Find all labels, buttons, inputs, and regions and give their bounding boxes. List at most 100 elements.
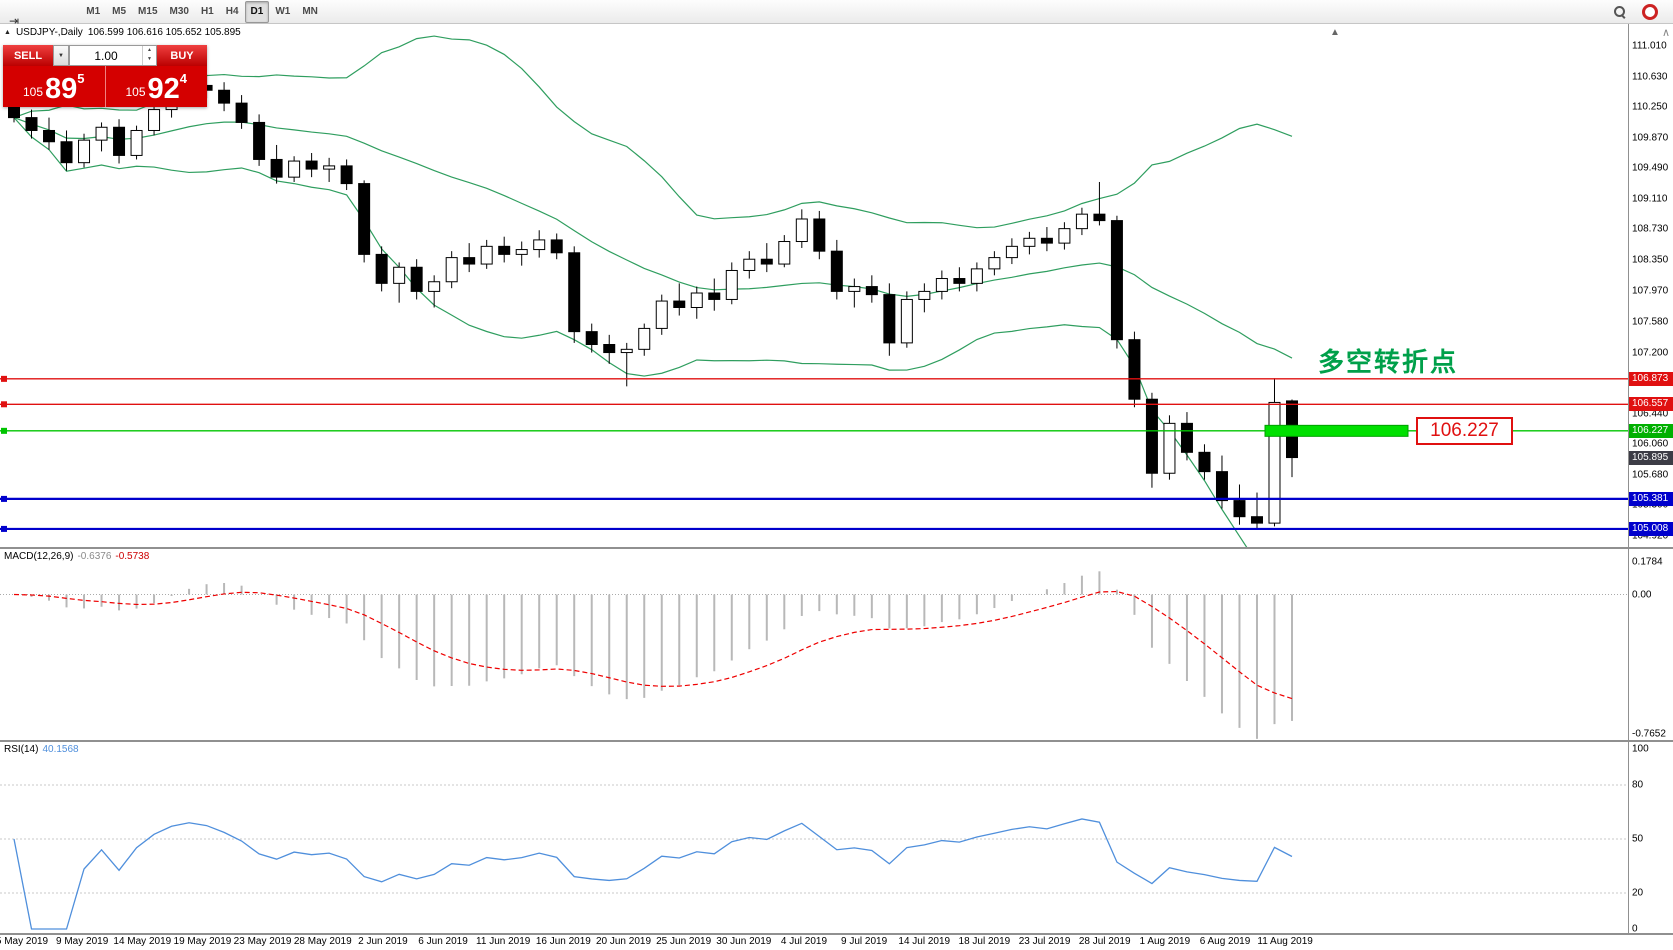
price-tick: 104.920	[1632, 530, 1669, 542]
macd-main-value: -0.6376	[77, 551, 112, 562]
chart-symbol-title: ▲ USDJPY-,Daily 106.599 106.616 105.652 …	[4, 27, 241, 38]
volume-input[interactable]	[70, 46, 142, 65]
macd-pane: MACD(12,26,9) -0.6376 -0.5738	[0, 548, 1628, 741]
level-price-box: 105.381	[1629, 491, 1673, 506]
buy-price-big: 92	[147, 73, 180, 105]
date-label: 18 Jul 2019	[958, 936, 1011, 947]
price-scale[interactable]: ∧ 111.010 110.630 110.250 109.870 109.490 109…	[1628, 24, 1673, 933]
rsi-tick: 0	[1632, 923, 1638, 934]
timeframe-m30-button[interactable]: M30	[169, 6, 189, 17]
toolbar-right-group	[1608, 1, 1669, 23]
level-price-box: 106.557	[1629, 397, 1673, 412]
date-label: 28 May 2019	[293, 936, 352, 947]
level-price-box: 106.873	[1629, 371, 1673, 386]
price-tick: 111.010	[1632, 40, 1667, 52]
sell-price-display[interactable]: 105 89 5	[3, 66, 106, 107]
pane-divider[interactable]	[0, 547, 1673, 549]
chevron-down-icon: ▼	[58, 52, 64, 59]
date-label: 4 Jul 2019	[780, 936, 828, 947]
annotation-text[interactable]: 多空转折点	[1318, 346, 1459, 377]
timeframe-m1-button[interactable]: M1	[86, 6, 101, 17]
price-tick: 110.250	[1632, 101, 1668, 113]
date-label: 14 Jul 2019	[898, 936, 951, 947]
date-label: 11 Aug 2019	[1257, 936, 1313, 947]
macd-tick: -0.7652	[1632, 728, 1666, 740]
rsi-canvas[interactable]	[0, 741, 1628, 934]
price-tick: 107.970	[1632, 285, 1669, 297]
macd-canvas[interactable]	[0, 548, 1628, 741]
volume-stepper[interactable]: ▲ ▼	[142, 46, 156, 65]
timeframe-m5-button[interactable]: M5	[112, 6, 127, 17]
date-label: 11 Jun 2019	[476, 936, 531, 947]
time-axis[interactable]: 5 May 2019 9 May 2019 14 May 2019 19 May 20…	[0, 935, 1673, 950]
date-label: 23 Jul 2019	[1018, 936, 1071, 947]
date-label: 19 May 2019	[173, 936, 232, 947]
date-label: 9 Jul 2019	[841, 936, 888, 947]
auto-scroll-button[interactable]: ⇥	[4, 10, 70, 32]
date-label: 16 Jun 2019	[535, 936, 591, 947]
rsi-tick: 50	[1632, 833, 1644, 845]
circle-icon	[1642, 3, 1658, 20]
macd-tick: 0.00	[1632, 589, 1652, 601]
collapse-icon[interactable]: ▲	[4, 29, 11, 36]
one-click-trading-panel: SELL ▼ ▲ ▼ BUY 105	[3, 45, 207, 107]
timeframe-w1-button[interactable]: W1	[275, 6, 291, 17]
chart-window: ▲ USDJPY-,Daily 106.599 106.616 105.652 …	[0, 24, 1673, 950]
price-chart-canvas[interactable]	[0, 24, 1628, 548]
date-label: 20 Jun 2019	[595, 936, 652, 947]
toolbar: ⊞新订单◆▤◑▶自动交易╫◫∿⊕⊖▦⇥⇤↖+│─╱∥ƒA◻▾ M1M5M15M3…	[0, 0, 1673, 305]
pane-divider[interactable]	[0, 740, 1673, 742]
price-tick: 106.060	[1632, 438, 1669, 450]
price-tick: 107.200	[1632, 347, 1669, 359]
timeframe-h4-button[interactable]: H4	[225, 6, 239, 17]
rsi-pane: RSI(14) 40.1568	[0, 741, 1628, 934]
timeframe-d1-button[interactable]: D1	[244, 0, 270, 23]
order-settings-dropdown[interactable]: ▼	[53, 45, 69, 66]
sell-price-big: 89	[45, 73, 78, 105]
sell-price-sup: 5	[77, 71, 85, 86]
level-price-box: 106.227	[1629, 423, 1673, 438]
price-tick: 108.350	[1632, 254, 1669, 266]
timeframe-group: M1 M5 M15 M30 H1 H4 D1 W1 MN	[80, 0, 324, 23]
current-price-box: 105.895	[1629, 450, 1673, 465]
community-button[interactable]	[1637, 1, 1663, 23]
price-tick: 107.580	[1632, 316, 1669, 328]
date-label: 9 May 2019	[56, 936, 109, 947]
buy-price-display[interactable]: 105 92 4	[105, 66, 207, 107]
date-label: 5 May 2019	[0, 936, 49, 947]
date-label: 6 Jun 2019	[418, 936, 468, 947]
price-tick: 106.440	[1632, 408, 1669, 420]
date-label: 14 May 2019	[113, 936, 172, 947]
buy-price-sup: 4	[179, 71, 188, 86]
price-callout-label[interactable]: 106.227	[1416, 416, 1513, 445]
symbol-name: USDJPY-,Daily	[15, 27, 83, 38]
sell-price-prefix: 105	[22, 85, 44, 99]
timeframe-h1-button[interactable]: H1	[200, 6, 214, 17]
date-label: 23 May 2019	[233, 936, 292, 947]
pane-divider[interactable]	[0, 933, 1673, 935]
macd-signal-value: -0.5738	[115, 551, 150, 562]
price-tick: 109.870	[1632, 132, 1669, 144]
date-label: 30 Jun 2019	[716, 936, 772, 947]
scale-scroll-up-icon[interactable]: ∧	[1661, 27, 1670, 39]
rsi-value: 40.1568	[42, 744, 79, 755]
buy-button[interactable]: BUY	[157, 45, 207, 66]
macd-name: MACD(12,26,9)	[4, 551, 74, 562]
timeframe-m15-button[interactable]: M15	[138, 6, 158, 17]
chart-shift-marker-icon[interactable]: ▲	[1330, 27, 1340, 38]
rsi-tick: 20	[1632, 887, 1644, 899]
timeframe-mn-button[interactable]: MN	[302, 6, 318, 17]
macd-label: MACD(12,26,9) -0.6376 -0.5738	[4, 551, 149, 562]
buy-price-prefix: 105	[125, 85, 146, 99]
price-tick: 110.630	[1632, 71, 1668, 83]
volume-field: ▲ ▼	[69, 45, 157, 66]
rsi-label: RSI(14) 40.1568	[4, 744, 79, 755]
price-tick: 109.110	[1632, 193, 1668, 205]
auto-scroll-icon: ⇥	[9, 13, 20, 28]
macd-tick: 0.1784	[1632, 556, 1663, 568]
price-tick: 108.730	[1632, 223, 1669, 235]
sell-button[interactable]: SELL	[3, 45, 53, 66]
search-button[interactable]	[1608, 1, 1631, 23]
price-tick: 109.490	[1632, 162, 1669, 174]
